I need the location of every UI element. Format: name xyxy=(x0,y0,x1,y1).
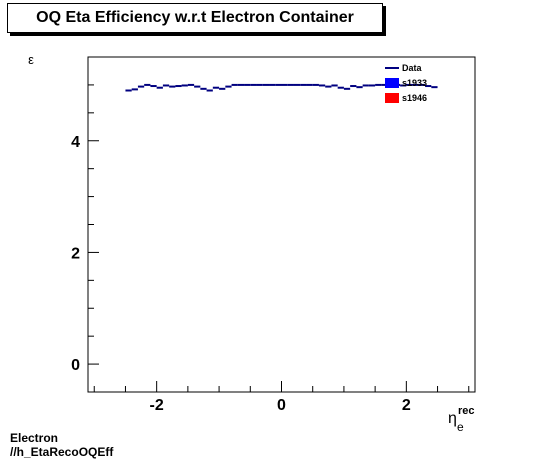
title-box: OQ Eta Efficiency w.r.t Electron Contain… xyxy=(7,3,383,33)
legend-entry: s1933 xyxy=(402,78,427,88)
x-tick-label: 2 xyxy=(402,397,411,414)
x-tick-label: -2 xyxy=(150,397,164,414)
y-tick-label: 0 xyxy=(71,357,80,374)
footer-line-2: //h_EtaRecoOQEff xyxy=(10,445,114,459)
legend-box-marker xyxy=(385,78,399,88)
x-tick-label: 0 xyxy=(277,397,286,414)
x-axis-label-sub: e xyxy=(457,420,464,434)
chart-title: OQ Eta Efficiency w.r.t Electron Contain… xyxy=(36,9,354,26)
legend: Data s1933 s1946 xyxy=(385,63,427,103)
x-axis-label: η xyxy=(448,410,457,427)
x-axis-label-main: η xyxy=(448,410,457,427)
legend-entry: s1946 xyxy=(402,93,427,103)
footer-line-1: Electron xyxy=(10,431,59,445)
y-tick-label: 2 xyxy=(71,245,80,262)
legend-entry: Data xyxy=(402,63,423,73)
plot-frame xyxy=(87,56,476,393)
legend-box-marker xyxy=(385,93,399,103)
x-axis-label-sup: rec xyxy=(458,405,475,417)
axes: -2 0 2 0 2 4 xyxy=(71,56,470,414)
y-axis-label: ε xyxy=(28,52,34,67)
y-tick-label: 4 xyxy=(71,134,80,151)
